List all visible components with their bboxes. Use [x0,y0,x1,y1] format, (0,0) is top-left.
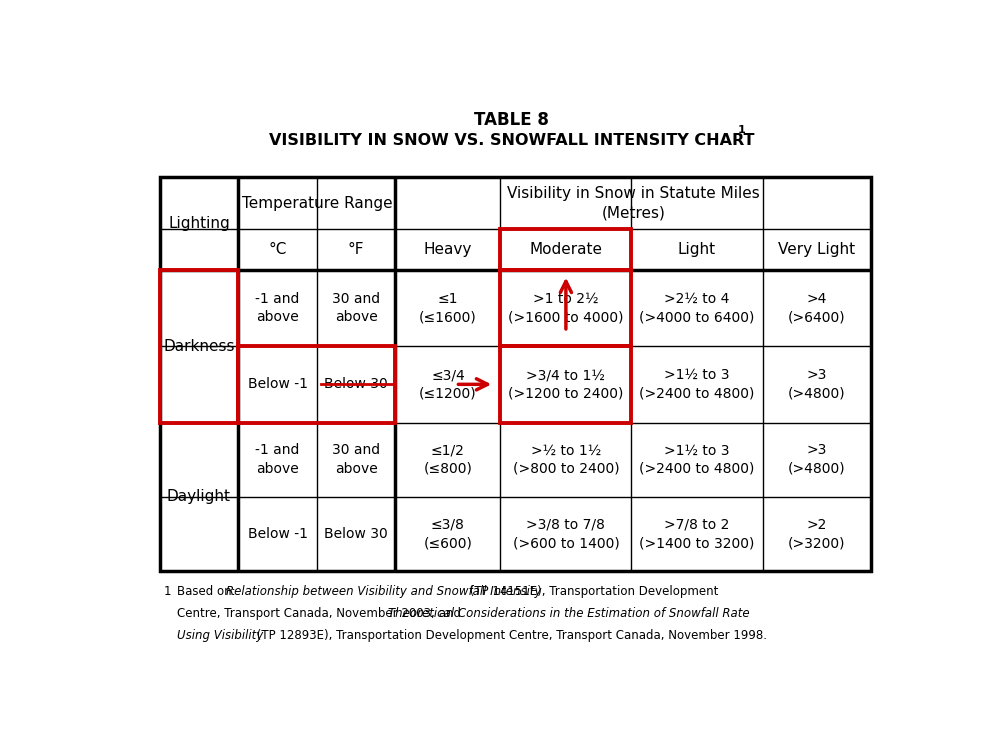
Text: Below -1: Below -1 [248,377,307,391]
Bar [160,177,871,571]
Bar [500,346,632,422]
Text: Light: Light [678,242,716,257]
Text: -1 and
above: -1 and above [255,292,299,324]
Text: Lighting: Lighting [168,216,230,231]
Text: >3/4 to 1½
(>1200 to 2400): >3/4 to 1½ (>1200 to 2400) [508,368,624,401]
Bar [239,346,395,422]
Text: >3/8 to 7/8
(>600 to 1400): >3/8 to 7/8 (>600 to 1400) [513,518,620,550]
Text: °C: °C [268,242,286,257]
Text: ≤3/8
(≤600): ≤3/8 (≤600) [423,518,472,550]
Text: Moderate: Moderate [529,242,603,257]
Text: Based on:: Based on: [178,585,240,598]
Bar [160,270,239,422]
Text: ≤3/4
(≤1200): ≤3/4 (≤1200) [419,368,477,401]
Text: Visibility in Snow in Statute Miles
(Metres): Visibility in Snow in Statute Miles (Met… [507,186,759,221]
Text: Below 30: Below 30 [324,527,388,541]
Text: >2½ to 4
(>4000 to 6400): >2½ to 4 (>4000 to 6400) [640,292,754,324]
Text: Heavy: Heavy [424,242,472,257]
Text: Darkness: Darkness [163,339,235,353]
Text: 30 and
above: 30 and above [332,444,380,476]
Text: -1 and
above: -1 and above [255,444,299,476]
Text: Using Visibility: Using Visibility [178,628,263,642]
Text: Below -1: Below -1 [248,527,307,541]
Text: ≤1/2
(≤800): ≤1/2 (≤800) [423,444,472,476]
Text: 1: 1 [164,585,171,598]
Text: °F: °F [348,242,364,257]
Text: Relationship between Visibility and Snowfall Intensity: Relationship between Visibility and Snow… [227,585,542,598]
Text: >3
(>4800): >3 (>4800) [788,444,845,476]
Text: >3
(>4800): >3 (>4800) [788,368,845,401]
Text: >7/8 to 2
(>1400 to 3200): >7/8 to 2 (>1400 to 3200) [640,518,754,550]
Text: Theoretical Considerations in the Estimation of Snowfall Rate: Theoretical Considerations in the Estima… [387,607,749,620]
Text: (TP 12893E), Transportation Development Centre, Transport Canada, November 1998.: (TP 12893E), Transportation Development … [253,628,767,642]
Text: Temperature Range: Temperature Range [242,196,392,210]
Bar [500,229,632,270]
Text: (TP 14151E), Transportation Development: (TP 14151E), Transportation Development [466,585,719,598]
Bar [500,270,632,346]
Text: 30 and
above: 30 and above [332,292,380,324]
Text: VISIBILITY IN SNOW VS. SNOWFALL INTENSITY CHART: VISIBILITY IN SNOW VS. SNOWFALL INTENSIT… [268,133,754,147]
Text: >1½ to 3
(>2400 to 4800): >1½ to 3 (>2400 to 4800) [640,368,754,401]
Text: TABLE 8: TABLE 8 [474,111,549,129]
Text: Below 30: Below 30 [324,377,388,391]
Text: Centre, Transport Canada, November 2003; and: Centre, Transport Canada, November 2003;… [178,607,465,620]
Text: ≤1
(≤1600): ≤1 (≤1600) [419,292,477,324]
Text: >2
(>3200): >2 (>3200) [788,518,845,550]
Text: 1: 1 [739,125,746,135]
Text: Daylight: Daylight [167,489,231,505]
Text: >4
(>6400): >4 (>6400) [788,292,845,324]
Text: Very Light: Very Light [778,242,855,257]
Text: >1 to 2½
(>1600 to 4000): >1 to 2½ (>1600 to 4000) [508,292,624,324]
Text: >½ to 1½
(>800 to 2400): >½ to 1½ (>800 to 2400) [513,444,619,476]
Text: >1½ to 3
(>2400 to 4800): >1½ to 3 (>2400 to 4800) [640,444,754,476]
